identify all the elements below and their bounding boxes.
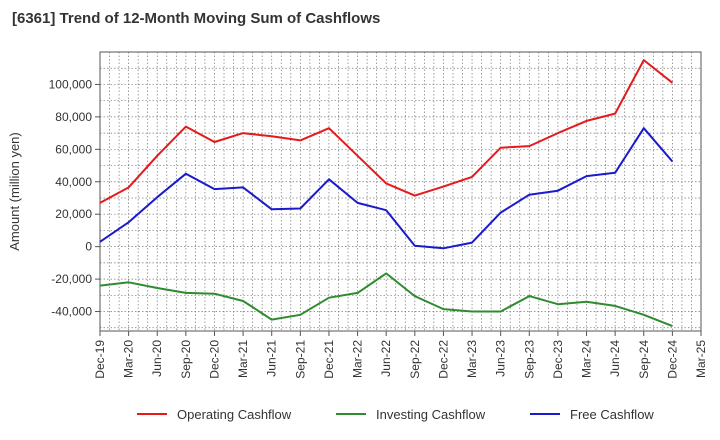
x-tick-label: Mar-23 [465,340,479,378]
y-tick-label: 80,000 [55,110,92,124]
x-tick-label: Dec-22 [436,340,450,379]
y-axis-label: Amount (million yen) [7,132,22,251]
x-tick-label: Sep-21 [293,340,307,379]
x-tick-label: Sep-24 [637,340,651,379]
x-tick-label: Mar-21 [236,340,250,378]
x-tick-label: Sep-22 [408,340,422,379]
investing-cashflow-line [99,272,673,328]
y-tick-label: 40,000 [55,175,92,189]
y-axis-ticks: -40,000 -20,000 0 20,000 40,000 60,000 80,000 1… [49,77,100,319]
legend-label-operating-cashflow: Operating Cashflow [177,407,292,422]
chart-title: [6361] Trend of 12-Month Moving Sum of C… [12,10,381,27]
y-tick-label: -40,000 [51,305,92,319]
y-tick-label: -20,000 [51,272,92,286]
x-tick-label: Dec-24 [665,340,679,379]
x-tick-label: Sep-20 [179,340,193,379]
x-tick-label: Mar-25 [694,340,708,378]
x-axis-ticks: Dec-19 Mar-20 Jun-20 Sep-20 Dec-20 Mar-21 Jun-… [93,331,708,379]
x-tick-label: Dec-20 [207,340,221,379]
x-tick-label: Mar-22 [351,340,365,378]
x-tick-label: Dec-23 [551,340,565,379]
y-tick-label: 20,000 [55,207,92,221]
legend-label-investing-cashflow: Investing Cashflow [376,407,486,422]
y-tick-label: 0 [85,240,92,254]
y-tick-label: 60,000 [55,142,92,156]
x-tick-label: Jun-20 [150,340,164,377]
x-tick-label: Jun-24 [608,340,622,377]
x-tick-label: Dec-21 [322,340,336,379]
x-tick-label: Mar-20 [122,340,136,378]
x-tick-label: Jun-23 [494,340,508,377]
legend-label-free-cashflow: Free Cashflow [570,407,654,422]
grid-lines [100,51,701,331]
series-lines [99,59,674,328]
x-tick-label: Dec-19 [93,340,107,379]
plot-area-frame [99,51,702,332]
x-tick-label: Mar-24 [580,340,594,378]
legend: Operating Cashflow Investing Cashflow Free… [137,407,654,422]
free-cashflow-line [99,127,674,250]
x-tick-label: Sep-23 [522,340,536,379]
x-tick-label: Jun-22 [379,340,393,377]
x-tick-label: Jun-21 [265,340,279,377]
y-tick-label: 100,000 [49,77,93,91]
operating-cashflow-line [99,59,674,204]
